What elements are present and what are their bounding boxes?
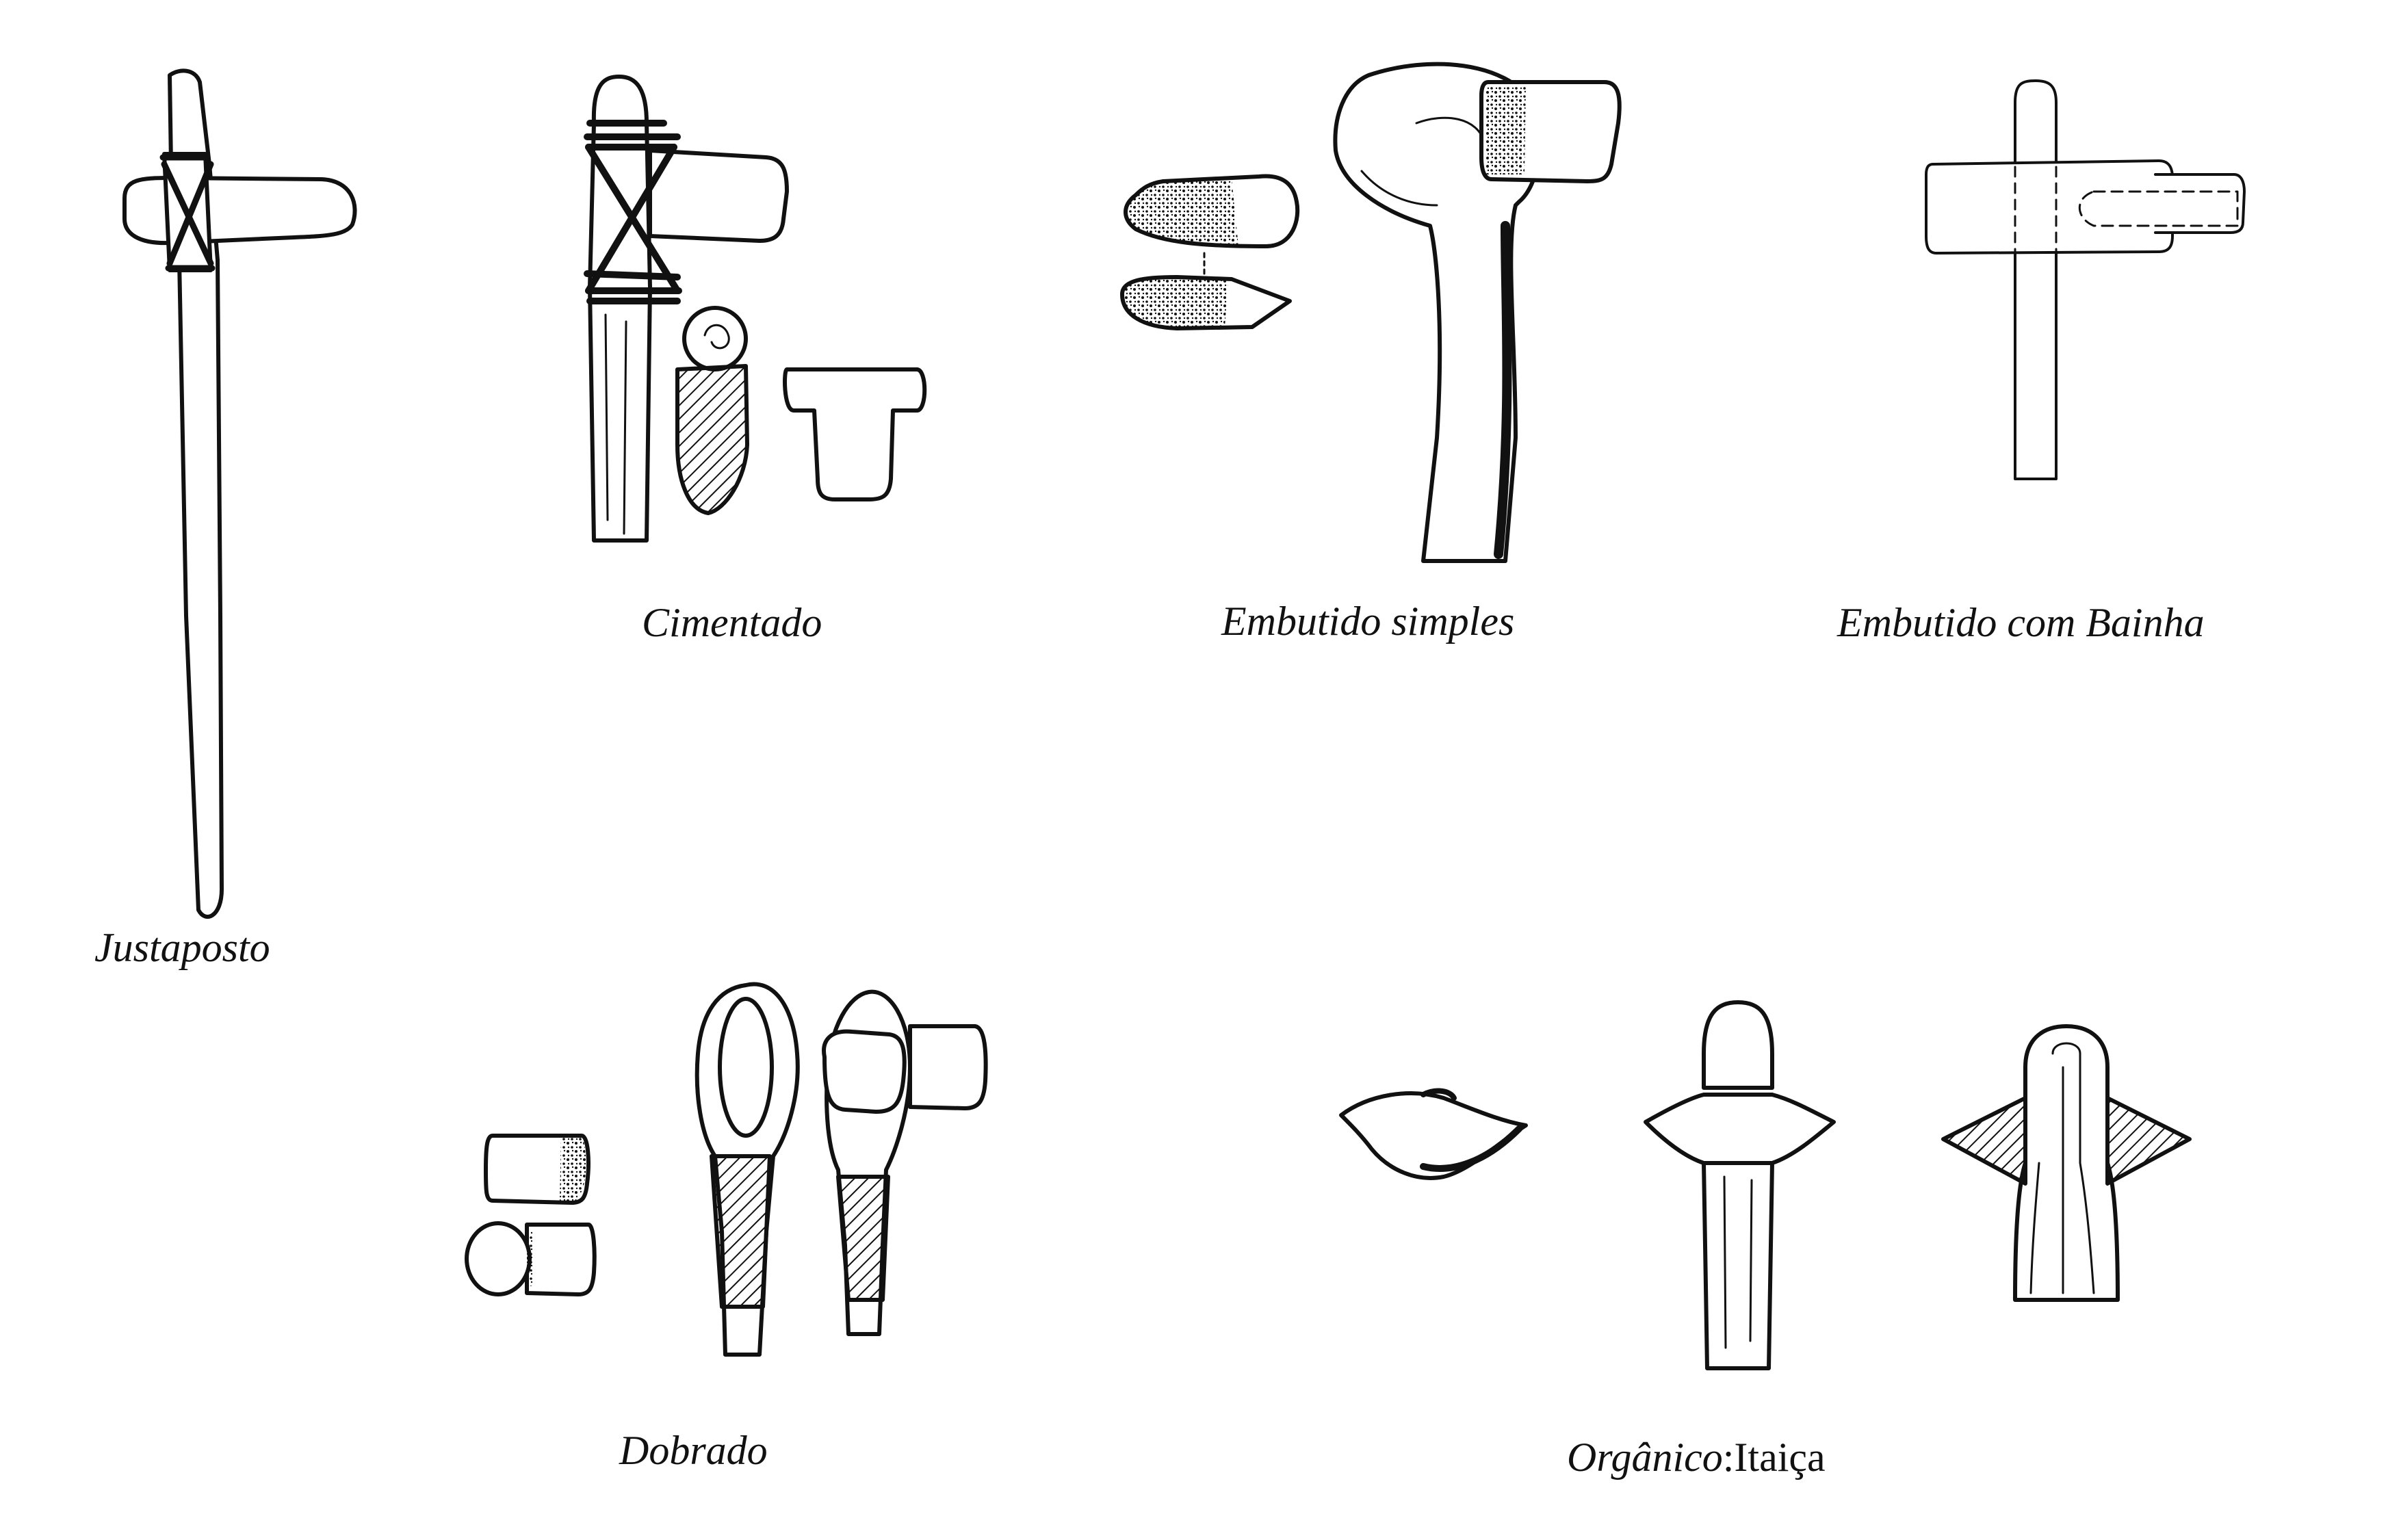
embutido-bainha-handle (2014, 79, 2058, 480)
caption-justaposto: Justaposto (94, 927, 270, 968)
embutido-bainha-inner-blade (2078, 190, 2239, 227)
cimentado-t-blade (783, 367, 927, 501)
caption-embutido-bainha-text: Embutido com Bainha (1837, 600, 2205, 645)
embutido-simples-illustration (1120, 62, 1622, 563)
caption-justaposto-text: Justaposto (94, 925, 270, 970)
embutido-simples-shaft-shading (1494, 221, 1512, 559)
organico-mace-flange (1644, 1093, 1836, 1165)
caption-dobrado: Dobrado (619, 1430, 768, 1471)
justaposto-lashing (159, 154, 216, 272)
organico-mace-shaft (1702, 1161, 1774, 1370)
dobrado-handle-2-blade-front (822, 1029, 907, 1114)
dobrado-handle-2-wrap (836, 1175, 890, 1302)
justaposto-blade (122, 176, 357, 246)
cimentado-blade (648, 148, 789, 243)
dobrado-handle-1-loop (718, 997, 774, 1138)
organico-section-left-wing (1941, 1096, 2027, 1186)
dobrado-handle-2-blade-back (908, 1024, 988, 1110)
embutido-bainha-handle-dashed (2014, 149, 2058, 261)
caption-cimentado-text: Cimentado (642, 600, 822, 645)
embutido-bainha-illustration (1925, 79, 2246, 480)
dobrado-blade-a-stipple (560, 1137, 586, 1201)
caption-embutido-bainha: Embutido com Bainha (1837, 602, 2205, 643)
organico-section-right-wing (2105, 1096, 2192, 1186)
organico-section-body (2013, 1024, 2120, 1302)
cimentado-blade-section-circle (682, 306, 748, 371)
organico-illustration (1339, 1000, 2192, 1370)
dobrado-blade-b (525, 1223, 597, 1296)
cimentado-hatched-blade (675, 364, 749, 515)
dobrado-handle-1-wrap (710, 1154, 772, 1309)
cimentado-grain (604, 313, 627, 535)
caption-dobrado-text: Dobrado (619, 1428, 768, 1473)
embutido-bainha-blade (2154, 173, 2246, 234)
organico-section-grain (2029, 1042, 2095, 1294)
caption-embutido-simples-text: Embutido simples (1221, 599, 1515, 644)
caption-cimentado: Cimentado (642, 602, 822, 643)
caption-organico-upright: :Itaiça (1722, 1435, 1826, 1480)
organico-bead-shading (1420, 1125, 1522, 1172)
cimentado-blade-section-curl (703, 324, 730, 350)
dobrado-illustration (465, 982, 988, 1357)
cimentado-illustration (584, 75, 927, 543)
embutido-simples-loose-blade-2-stipple (1122, 277, 1228, 328)
caption-organico-italic: Orgânico (1567, 1435, 1723, 1480)
dobrado-blade-b-stipple (527, 1231, 532, 1286)
caption-embutido-simples: Embutido simples (1221, 601, 1514, 642)
embutido-simples-blade-butt-stipple (1485, 86, 1526, 174)
organico-bead-ridge (1420, 1088, 1457, 1101)
embutido-simples-loose-blade-1-stipple (1126, 179, 1238, 246)
organico-mace-shaft-grain (1723, 1175, 1753, 1349)
caption-organico: Orgânico:Itaiça (1567, 1437, 1826, 1478)
justaposto-illustration (122, 68, 357, 919)
dobrado-blade-b-butt (465, 1221, 532, 1296)
organico-mace-head (1702, 1000, 1774, 1090)
cimentado-lashing (584, 120, 682, 304)
embutido-bainha-sleeve (1925, 159, 2174, 255)
justaposto-handle (168, 68, 224, 919)
